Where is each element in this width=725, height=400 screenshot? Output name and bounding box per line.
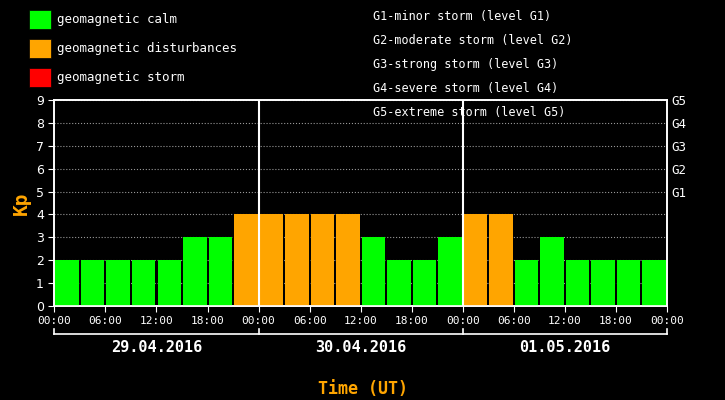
Bar: [642, 260, 666, 306]
Bar: [107, 260, 130, 306]
Text: G2-moderate storm (level G2): G2-moderate storm (level G2): [373, 34, 573, 47]
Text: Time (UT): Time (UT): [318, 380, 407, 398]
Bar: [310, 214, 334, 306]
Text: 30.04.2016: 30.04.2016: [315, 340, 406, 355]
Text: geomagnetic calm: geomagnetic calm: [57, 13, 177, 26]
Text: 29.04.2016: 29.04.2016: [111, 340, 202, 355]
Bar: [157, 260, 181, 306]
Y-axis label: Kp: Kp: [12, 191, 30, 215]
Bar: [55, 260, 79, 306]
Bar: [285, 214, 309, 306]
Text: geomagnetic disturbances: geomagnetic disturbances: [57, 42, 236, 55]
Bar: [489, 214, 513, 306]
Text: G4-severe storm (level G4): G4-severe storm (level G4): [373, 82, 559, 95]
Bar: [362, 237, 385, 306]
Bar: [413, 260, 436, 306]
Text: G5-extreme storm (level G5): G5-extreme storm (level G5): [373, 106, 566, 119]
Bar: [387, 260, 411, 306]
Bar: [183, 237, 207, 306]
Bar: [260, 214, 283, 306]
Text: geomagnetic storm: geomagnetic storm: [57, 71, 184, 84]
Bar: [540, 237, 564, 306]
Bar: [209, 237, 232, 306]
Bar: [464, 214, 487, 306]
Bar: [234, 214, 257, 306]
Bar: [336, 214, 360, 306]
Text: 01.05.2016: 01.05.2016: [519, 340, 610, 355]
Bar: [132, 260, 155, 306]
Bar: [439, 237, 462, 306]
Bar: [617, 260, 640, 306]
Text: G3-strong storm (level G3): G3-strong storm (level G3): [373, 58, 559, 71]
Bar: [81, 260, 104, 306]
Bar: [566, 260, 589, 306]
Bar: [592, 260, 615, 306]
Text: G1-minor storm (level G1): G1-minor storm (level G1): [373, 10, 552, 23]
Bar: [515, 260, 539, 306]
